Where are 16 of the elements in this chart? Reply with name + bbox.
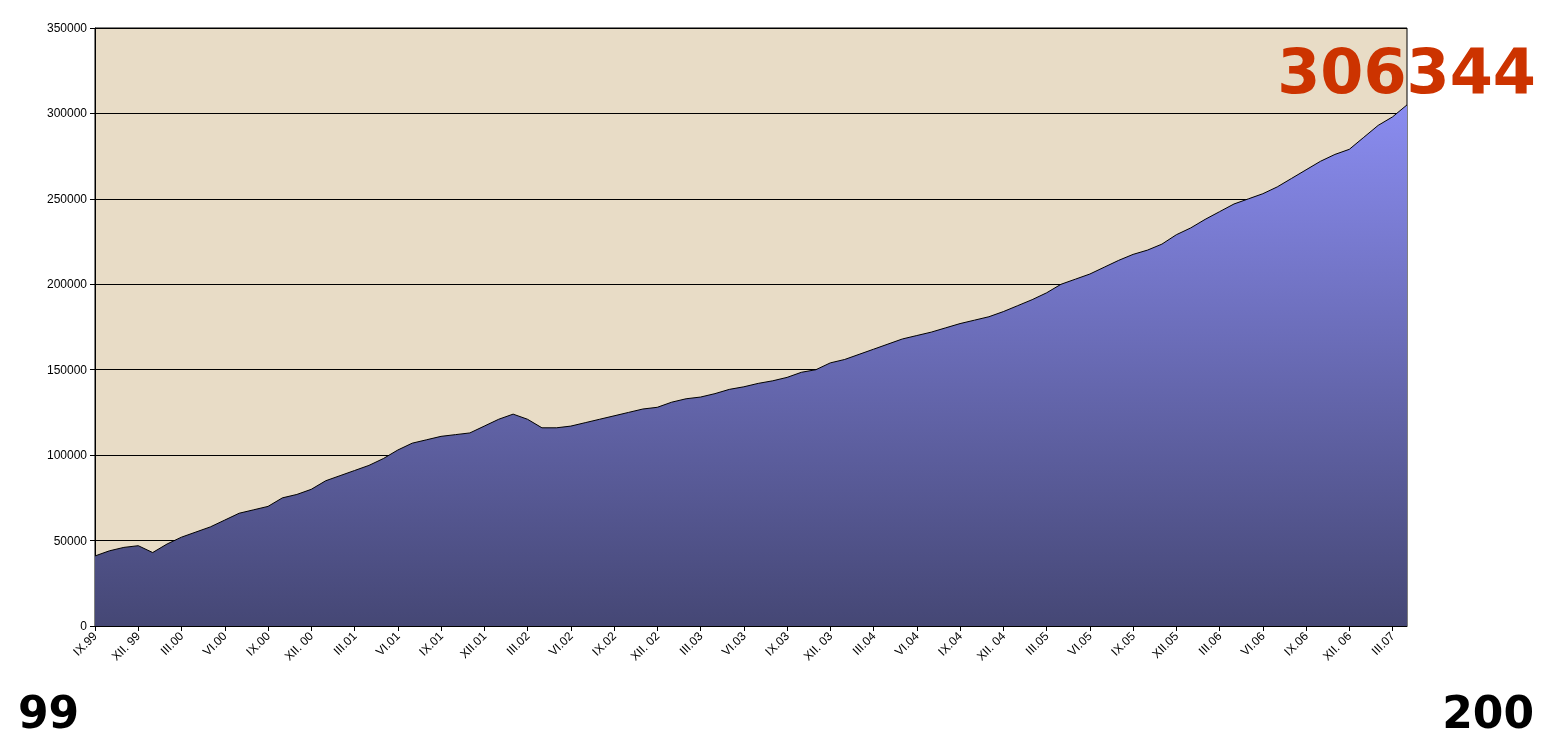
- text: 200: [1442, 686, 1535, 738]
- y-tick-label: 150000: [46, 362, 88, 377]
- y-tick-label: 100000: [46, 448, 88, 463]
- text: 99: [18, 686, 80, 738]
- y-tick-label: 250000: [46, 191, 88, 206]
- y-tick-label: 300000: [46, 106, 88, 121]
- y-tick-label: 350000: [46, 21, 88, 35]
- x-tick-label: XII. 03: [800, 628, 836, 664]
- x-tick-label: XII. 04: [973, 628, 1009, 664]
- x-tick-label: XII. 99: [108, 628, 144, 664]
- x-tick-label: XII. 00: [281, 628, 317, 664]
- y-tick-label: 0: [80, 619, 88, 633]
- x-tick-label: XII. 06: [1319, 628, 1355, 664]
- y-tick-label: 50000: [53, 533, 88, 548]
- x-tick-label: XII. 02: [627, 628, 663, 664]
- y-tick-label: 200000: [46, 277, 88, 292]
